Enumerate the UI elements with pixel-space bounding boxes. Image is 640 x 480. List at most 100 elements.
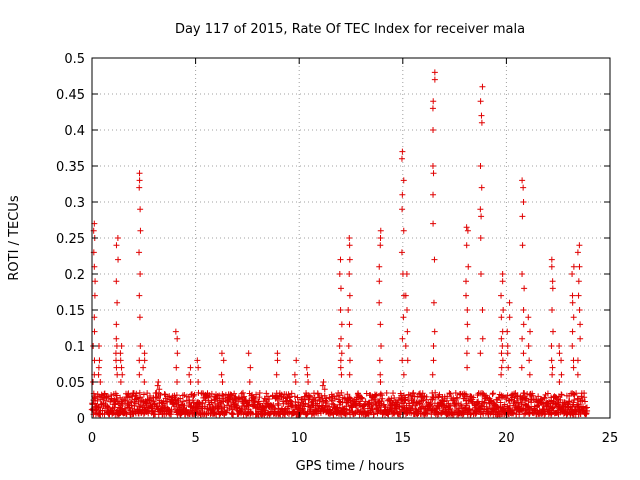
data-point — [430, 220, 437, 227]
data-point — [535, 401, 542, 408]
data-point — [266, 411, 273, 418]
data-point — [511, 390, 518, 397]
data-point — [570, 314, 577, 321]
data-point — [506, 314, 513, 321]
data-point — [521, 390, 528, 397]
data-point — [305, 392, 312, 399]
data-point — [549, 364, 556, 371]
data-point — [581, 398, 588, 405]
data-point — [575, 292, 582, 299]
data-point — [136, 170, 143, 177]
data-point — [520, 199, 527, 205]
data-point — [173, 392, 180, 399]
data-point — [143, 400, 150, 407]
data-point — [519, 335, 526, 342]
data-point — [558, 357, 565, 364]
data-point — [231, 390, 238, 397]
data-point — [245, 350, 252, 357]
data-point — [305, 379, 312, 385]
data-point — [498, 314, 505, 321]
data-point — [477, 350, 484, 357]
data-point — [576, 307, 583, 313]
data-point — [113, 278, 120, 285]
data-point — [427, 403, 434, 410]
y-tick-labels: 0 0.05 0.1 0.15 0.2 0.25 0.3 0.35 0.4 0.45 0.5 — [56, 52, 85, 427]
data-point — [175, 402, 182, 409]
x-axis-label: GPS time / hours — [296, 459, 405, 474]
data-point — [430, 191, 437, 198]
y-tick-label: 0.15 — [56, 304, 85, 319]
data-point — [569, 271, 576, 277]
data-point — [295, 399, 302, 406]
data-point — [137, 227, 144, 234]
data-point — [136, 177, 143, 184]
data-point — [118, 364, 125, 371]
data-point — [101, 390, 108, 397]
data-point — [538, 395, 545, 402]
data-point — [584, 407, 591, 414]
data-point — [404, 307, 411, 313]
data-point — [470, 394, 477, 401]
data-point — [186, 371, 193, 378]
data-point — [570, 364, 577, 371]
data-point — [548, 343, 555, 349]
data-point — [430, 98, 437, 105]
y-tick-label: 0.05 — [56, 376, 85, 391]
data-point — [519, 177, 526, 184]
data-point — [520, 307, 527, 313]
data-point — [294, 394, 301, 401]
data-point — [402, 397, 409, 404]
data-point — [391, 409, 398, 416]
y-tick-label: 0.3 — [64, 196, 85, 211]
y-axis-label: ROTI / TECUs — [7, 195, 22, 280]
chart-title: Day 117 of 2015, Rate Of TEC Index for r… — [175, 22, 525, 37]
data-point — [549, 307, 556, 313]
data-point — [174, 350, 181, 357]
data-point — [377, 379, 384, 385]
data-point — [465, 263, 472, 270]
data-point — [273, 371, 280, 378]
data-point — [549, 371, 556, 378]
data-point — [574, 249, 581, 256]
data-point — [498, 364, 505, 371]
data-point — [520, 321, 527, 328]
data-point — [346, 256, 353, 263]
data-point — [114, 299, 121, 306]
data-point — [466, 405, 473, 412]
data-point — [400, 177, 407, 184]
data-point — [526, 371, 533, 378]
y-tick-label: 0.2 — [64, 268, 85, 283]
data-point — [346, 292, 353, 299]
data-point — [360, 402, 367, 409]
data-point — [505, 364, 512, 371]
data-point — [458, 403, 465, 410]
data-point — [91, 292, 98, 299]
data-point — [410, 389, 417, 396]
data-point — [490, 390, 497, 397]
y-tick-label: 0.5 — [64, 52, 85, 67]
data-point — [377, 242, 384, 249]
data-point — [119, 371, 126, 378]
data-point — [521, 285, 528, 292]
data-point — [399, 206, 406, 213]
data-point — [218, 350, 225, 357]
data-point — [402, 292, 409, 299]
data-point — [504, 350, 511, 357]
data-point — [195, 379, 202, 385]
data-point — [173, 364, 180, 371]
data-point — [575, 278, 582, 285]
data-point — [548, 411, 555, 418]
data-point — [504, 343, 511, 349]
data-point — [377, 390, 384, 397]
data-point — [288, 390, 295, 397]
data-point — [455, 400, 462, 407]
data-point — [338, 371, 345, 378]
data-point — [117, 379, 124, 385]
data-point — [544, 390, 551, 397]
y-tick-label: 0.1 — [64, 340, 85, 355]
data-point — [274, 400, 281, 407]
data-point — [115, 256, 122, 263]
data-point — [499, 278, 506, 285]
data-point — [400, 227, 407, 234]
data-point — [263, 390, 270, 397]
